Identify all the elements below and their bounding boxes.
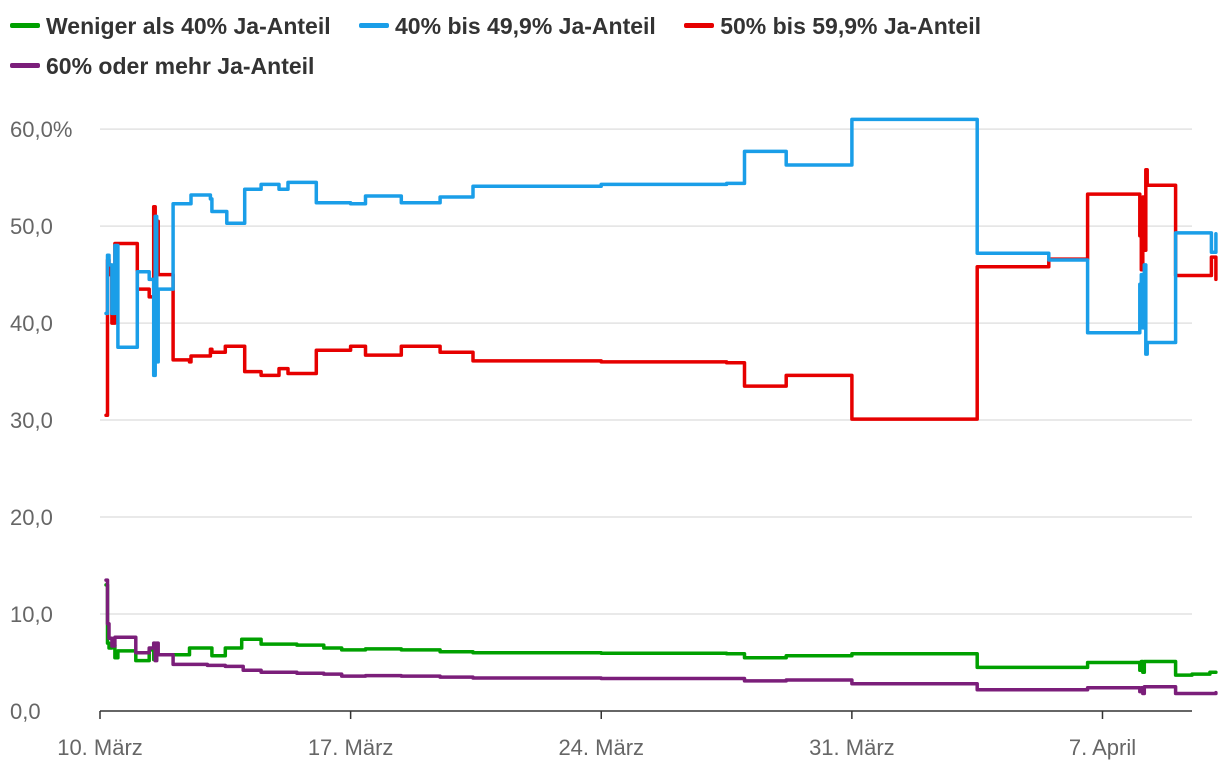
- y-tick-label: 40,0: [10, 311, 53, 336]
- y-tick-label: 0,0: [10, 699, 41, 724]
- legend-item-40-49[interactable]: 40% bis 49,9% Ja-Anteil: [359, 6, 656, 46]
- legend-label: Weniger als 40% Ja-Anteil: [46, 13, 331, 39]
- legend-item-60-plus[interactable]: 60% oder mehr Ja-Anteil: [10, 46, 314, 86]
- x-tick-label: 10. März: [57, 735, 143, 760]
- y-tick-label: 30,0: [10, 408, 53, 433]
- legend-swatch: [10, 63, 40, 69]
- legend-item-50-59[interactable]: 50% bis 59,9% Ja-Anteil: [684, 6, 981, 46]
- series-line-0[interactable]: [104, 583, 1218, 677]
- y-tick-label: 20,0: [10, 505, 53, 530]
- legend-label: 40% bis 49,9% Ja-Anteil: [395, 13, 656, 39]
- series-line-1[interactable]: [104, 117, 1218, 378]
- legend-label: 50% bis 59,9% Ja-Anteil: [720, 13, 981, 39]
- x-tick-label: 31. März: [809, 735, 895, 760]
- grid-lines: [100, 128, 1192, 615]
- legend-swatch: [10, 23, 40, 29]
- legend-swatch: [359, 23, 390, 29]
- legend-swatch: [684, 23, 715, 29]
- series-lines: [104, 117, 1218, 696]
- y-tick-label: 50,0: [10, 214, 53, 239]
- series-line-2[interactable]: [104, 168, 1218, 421]
- legend-item-weniger-40[interactable]: Weniger als 40% Ja-Anteil: [10, 6, 331, 46]
- x-tick-label: 17. März: [308, 735, 394, 760]
- x-axis: 10. März 17. März 24. März 31. März 7. April: [57, 710, 1192, 760]
- y-axis-ticks: 0,0 10,0 20,0 30,0 40,0 50,0 60,0%: [10, 117, 72, 724]
- legend-label: 60% oder mehr Ja-Anteil: [46, 53, 315, 79]
- x-tick-label: 24. März: [558, 735, 644, 760]
- x-tick-label: 7. April: [1069, 735, 1136, 760]
- y-tick-label: 10,0: [10, 602, 53, 627]
- y-tick-label: 60,0%: [10, 117, 72, 142]
- legend: Weniger als 40% Ja-Anteil 40% bis 49,9% …: [10, 6, 1200, 86]
- series-line-3[interactable]: [104, 578, 1218, 696]
